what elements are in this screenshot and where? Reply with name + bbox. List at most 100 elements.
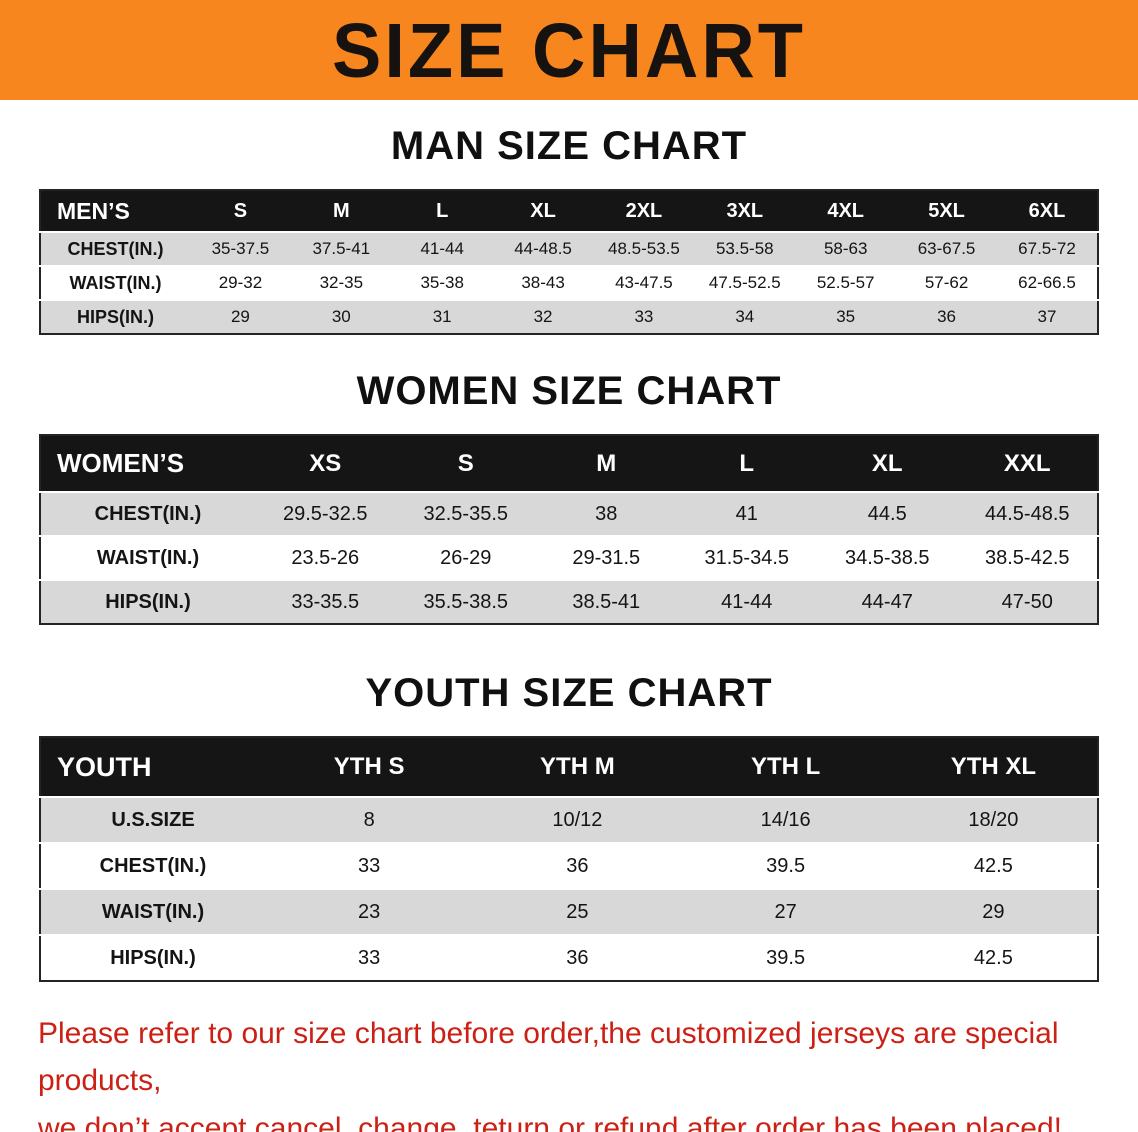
size-header-cell: XL <box>817 435 958 492</box>
value-cell: 23.5-26 <box>291 546 360 569</box>
value-cell: 44.5 <box>867 502 907 525</box>
value-cell: 39.5 <box>766 946 806 969</box>
value-cell: 63-67.5 <box>917 239 976 258</box>
value-cell: 34.5-38.5 <box>844 546 930 569</box>
women-size-chart-heading: WOMEN SIZE CHART <box>356 369 782 413</box>
men-size-table: MEN’S S M L XL 2XL 3XL 4XL 5XL 6XL CHEST(IN.) 35-37… <box>39 189 1099 335</box>
value-cell: 41-44 <box>420 239 464 258</box>
youth-size-chart-section: YOUTH SIZE CHART YOUTH YTH S YTH M YTH L YTH… <box>0 671 1138 982</box>
value-cell: 57-62 <box>924 273 969 292</box>
value-cell: 36 <box>937 307 957 326</box>
value-cell: 36 <box>566 946 589 969</box>
row-label-cell: U.S.SIZE <box>111 808 195 831</box>
size-header-cell: M <box>536 435 677 492</box>
value-cell: 38.5-41 <box>572 590 641 613</box>
value-cell: 36 <box>566 854 589 877</box>
value-cell: 47-50 <box>1001 590 1053 613</box>
size-header-cell: YTH L <box>681 737 890 797</box>
row-label-cell: HIPS(IN.) <box>76 306 154 327</box>
table-row: WAIST(IN.) 23.5-26 26-29 29-31.5 31.5-34.5 34… <box>40 536 1098 580</box>
value-cell: 47.5-52.5 <box>708 273 781 292</box>
size-header-cell: 4XL <box>795 190 897 232</box>
value-cell: 37 <box>1037 307 1057 326</box>
row-label-cell: HIPS(IN.) <box>110 946 196 969</box>
value-cell: 29-31.5 <box>572 546 641 569</box>
row-label-cell: CHEST(IN.) <box>94 502 202 525</box>
table-row: HIPS(IN.) 33 36 39.5 42.5 <box>40 935 1098 981</box>
value-cell: 53.5-58 <box>715 239 774 258</box>
disclaimer: Please refer to our size chart before or… <box>38 1010 1100 1132</box>
value-cell: 38-43 <box>521 273 565 292</box>
youth-size-chart-heading: YOUTH SIZE CHART <box>365 671 773 715</box>
table-title-cell: YOUTH <box>40 737 265 797</box>
value-cell: 32.5-35.5 <box>423 502 508 525</box>
size-header-cell: 6XL <box>997 190 1098 232</box>
value-cell: 8 <box>363 808 375 831</box>
table-row: WAIST(IN.) 23 25 27 29 <box>40 889 1098 935</box>
table-header-row: MEN’S S M L XL 2XL 3XL 4XL 5XL 6XL <box>40 190 1098 232</box>
value-cell: 29 <box>230 307 250 326</box>
value-cell: 33 <box>634 307 654 326</box>
value-cell: 29.5-32.5 <box>282 502 368 525</box>
table-row: HIPS(IN.) 29 30 31 32 33 34 35 36 37 <box>40 300 1098 334</box>
value-cell: 25 <box>566 900 589 923</box>
value-cell: 38 <box>595 502 618 525</box>
row-label-cell: WAIST(IN.) <box>96 546 200 569</box>
size-header-cell: S <box>190 190 291 232</box>
value-cell: 41 <box>735 502 758 525</box>
size-header-cell: XXL <box>957 435 1098 492</box>
value-cell: 33 <box>358 854 381 877</box>
men-size-chart-section: MAN SIZE CHART MEN’S S M L XL 2XL 3XL 4XL 5XL 6XL… <box>0 124 1138 335</box>
table-row: U.S.SIZE 8 10/12 14/16 18/20 <box>40 797 1098 843</box>
value-cell: 42.5 <box>973 946 1013 969</box>
value-cell: 31 <box>432 307 452 326</box>
size-table: MEN’S S M L XL 2XL 3XL 4XL 5XL 6XL CHEST(IN.) 35-37… <box>39 189 1099 335</box>
value-cell: 29 <box>982 900 1005 923</box>
value-cell: 35.5-38.5 <box>423 590 508 613</box>
value-cell: 23 <box>358 900 381 923</box>
value-cell: 35-37.5 <box>211 239 270 258</box>
row-label-cell: CHEST(IN.) <box>99 854 207 877</box>
page-title: SIZE CHART <box>332 6 806 94</box>
size-header-cell: 5XL <box>896 190 997 232</box>
value-cell: 41-44 <box>721 590 773 613</box>
value-cell: 34 <box>735 307 755 326</box>
value-cell: 27 <box>774 900 797 923</box>
size-header-cell: YTH M <box>473 737 682 797</box>
value-cell: 44.5-48.5 <box>984 502 1070 525</box>
size-header-cell: YTH S <box>265 737 474 797</box>
value-cell: 44-48.5 <box>514 239 572 258</box>
table-title-cell: MEN’S <box>40 190 190 232</box>
women-size-chart-section: WOMEN SIZE CHART WOMEN’S XS S M L XL XXL CHEST(… <box>0 369 1138 625</box>
table-header-row: YOUTH YTH S YTH M YTH L YTH XL <box>40 737 1098 797</box>
value-cell: 31.5-34.5 <box>704 546 789 569</box>
value-cell: 30 <box>331 307 351 326</box>
value-cell: 58-63 <box>823 239 868 258</box>
size-header-cell: XL <box>492 190 594 232</box>
table-row: CHEST(IN.) 35-37.5 37.5-41 41-44 44-48.5 48.5… <box>40 232 1098 266</box>
size-table: YOUTH YTH S YTH M YTH L YTH XL U.S.SIZE 8 10/12… <box>39 736 1099 982</box>
value-cell: 14/16 <box>760 808 811 831</box>
value-cell: 32-35 <box>319 273 364 292</box>
banner: SIZE CHART <box>0 0 1138 100</box>
table-title-cell: WOMEN’S <box>40 435 255 492</box>
value-cell: 67.5-72 <box>1018 239 1076 258</box>
row-label-cell: WAIST(IN.) <box>101 900 205 923</box>
size-header-cell: 3XL <box>694 190 796 232</box>
women-size-table: WOMEN’S XS S M L XL XXL CHEST(IN.) 29.5-32.5 32.5… <box>39 434 1099 625</box>
value-cell: 48.5-53.5 <box>608 239 680 258</box>
row-label-cell: HIPS(IN.) <box>105 590 191 613</box>
table-row: HIPS(IN.) 33-35.5 35.5-38.5 38.5-41 41-44 44-… <box>40 580 1098 624</box>
value-cell: 35-38 <box>420 273 464 292</box>
size-header-cell: 2XL <box>593 190 695 232</box>
value-cell: 52.5-57 <box>816 273 875 292</box>
value-cell: 10/12 <box>552 808 603 831</box>
size-header-cell: L <box>391 190 493 232</box>
table-header-row: WOMEN’S XS S M L XL XXL <box>40 435 1098 492</box>
value-cell: 32 <box>533 307 553 326</box>
size-header-cell: YTH XL <box>889 737 1098 797</box>
value-cell: 33-35.5 <box>291 590 360 613</box>
table-row: WAIST(IN.) 29-32 32-35 35-38 38-43 43-47.5 47.… <box>40 266 1098 300</box>
value-cell: 38.5-42.5 <box>984 546 1070 569</box>
